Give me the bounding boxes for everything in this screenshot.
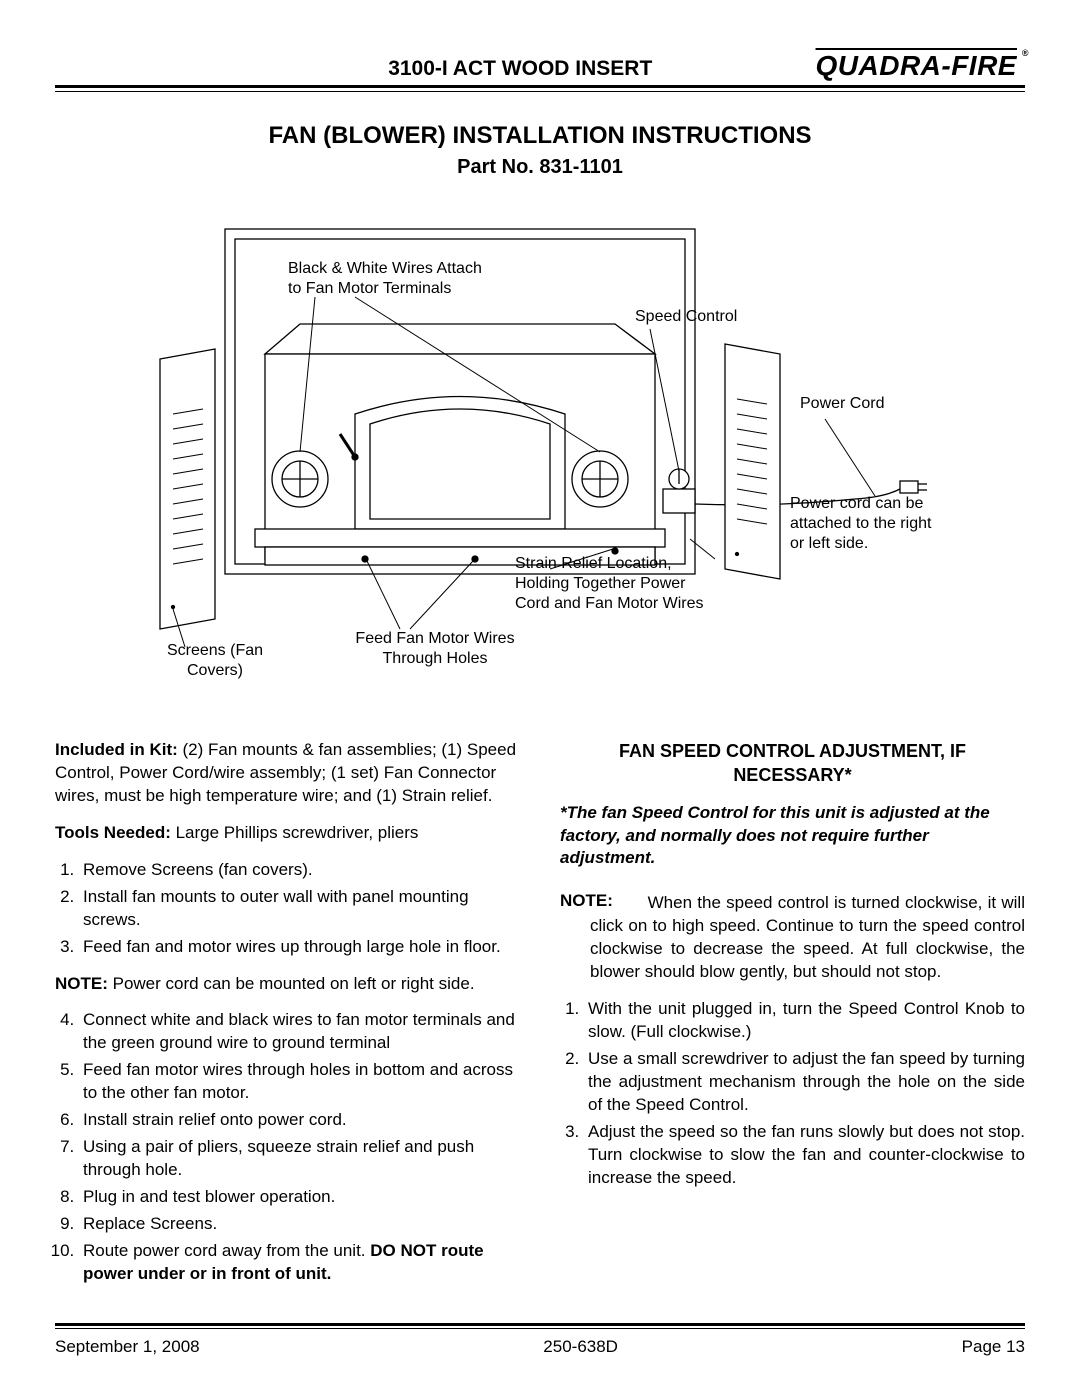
page-header: 3100-I ACT WOOD INSERT QUADRA-FIRE bbox=[55, 50, 1025, 88]
step-3: Feed fan and motor wires up through larg… bbox=[79, 936, 520, 959]
kit-label: Included in Kit: bbox=[55, 740, 178, 759]
step-6: Install strain relief onto power cord. bbox=[79, 1109, 520, 1132]
footer-page: Page 13 bbox=[962, 1337, 1025, 1357]
callout-feed-wires: Feed Fan Motor Wires Through Holes bbox=[345, 629, 525, 669]
step-7: Using a pair of pliers, squeeze strain r… bbox=[79, 1136, 520, 1182]
kit-paragraph: Included in Kit: (2) Fan mounts & fan as… bbox=[55, 739, 520, 808]
tools-label: Tools Needed: bbox=[55, 823, 171, 842]
step-5: Feed fan motor wires through holes in bo… bbox=[79, 1059, 520, 1105]
callout-powercord-note: Power cord can be attached to the right … bbox=[790, 494, 945, 554]
note-paragraph: NOTE: Power cord can be mounted on left … bbox=[55, 973, 520, 996]
header-rule bbox=[55, 91, 1025, 92]
right-step-2: Use a small screwdriver to adjust the fa… bbox=[584, 1048, 1025, 1117]
callout-strain-relief: Strain Relief Location, Holding Together… bbox=[515, 554, 715, 614]
content-columns: Included in Kit: (2) Fan mounts & fan as… bbox=[55, 739, 1025, 1300]
speed-note: NOTE: When the speed control is turned c… bbox=[560, 890, 1025, 984]
diagram: Black & White Wires Attach to Fan Motor … bbox=[55, 199, 1025, 709]
footer-rule-1 bbox=[55, 1323, 1025, 1326]
steps-list-1: Remove Screens (fan covers). Install fan… bbox=[55, 859, 520, 959]
footer-date: September 1, 2008 bbox=[55, 1337, 200, 1357]
step-1: Remove Screens (fan covers). bbox=[79, 859, 520, 882]
factory-note: *The fan Speed Control for this unit is … bbox=[560, 802, 1025, 871]
callout-wires: Black & White Wires Attach to Fan Motor … bbox=[288, 259, 498, 299]
step-10-pre: Route power cord away from the unit. bbox=[83, 1241, 370, 1260]
right-heading: FAN SPEED CONTROL ADJUSTMENT, IF NECESSA… bbox=[560, 739, 1025, 788]
note-label: NOTE: bbox=[55, 974, 108, 993]
footer-docnum: 250-638D bbox=[543, 1337, 618, 1357]
product-name: 3100-I ACT WOOD INSERT bbox=[225, 57, 816, 81]
steps-list-2: Connect white and black wires to fan mot… bbox=[55, 1009, 520, 1285]
step-4: Connect white and black wires to fan mot… bbox=[79, 1009, 520, 1055]
left-column: Included in Kit: (2) Fan mounts & fan as… bbox=[55, 739, 520, 1300]
speed-note-text: When the speed control is turned clockwi… bbox=[560, 892, 1025, 984]
footer-row: September 1, 2008 250-638D Page 13 bbox=[55, 1337, 1025, 1357]
right-step-1: With the unit plugged in, turn the Speed… bbox=[584, 998, 1025, 1044]
callout-speed-control: Speed Control bbox=[635, 307, 737, 327]
title-block: FAN (BLOWER) INSTALLATION INSTRUCTIONS P… bbox=[55, 122, 1025, 179]
main-title: FAN (BLOWER) INSTALLATION INSTRUCTIONS bbox=[55, 122, 1025, 150]
page-footer: September 1, 2008 250-638D Page 13 bbox=[55, 1323, 1025, 1357]
right-steps: With the unit plugged in, turn the Speed… bbox=[560, 998, 1025, 1190]
right-column: FAN SPEED CONTROL ADJUSTMENT, IF NECESSA… bbox=[560, 739, 1025, 1300]
footer-rule-2 bbox=[55, 1328, 1025, 1329]
part-number: Part No. 831-1101 bbox=[55, 156, 1025, 179]
tools-text: Large Phillips screwdriver, pliers bbox=[171, 823, 419, 842]
step-9: Replace Screens. bbox=[79, 1213, 520, 1236]
note-text: Power cord can be mounted on left or rig… bbox=[108, 974, 475, 993]
tools-paragraph: Tools Needed: Large Phillips screwdriver… bbox=[55, 822, 520, 845]
callout-power-cord: Power Cord bbox=[800, 394, 884, 414]
callout-screens: Screens (Fan Covers) bbox=[155, 641, 275, 681]
step-10: Route power cord away from the unit. DO … bbox=[79, 1240, 520, 1286]
step-8: Plug in and test blower operation. bbox=[79, 1186, 520, 1209]
right-step-3: Adjust the speed so the fan runs slowly … bbox=[584, 1121, 1025, 1190]
fireplace-diagram bbox=[55, 199, 1025, 709]
step-2: Install fan mounts to outer wall with pa… bbox=[79, 886, 520, 932]
brand-logo: QUADRA-FIRE bbox=[816, 50, 1026, 82]
